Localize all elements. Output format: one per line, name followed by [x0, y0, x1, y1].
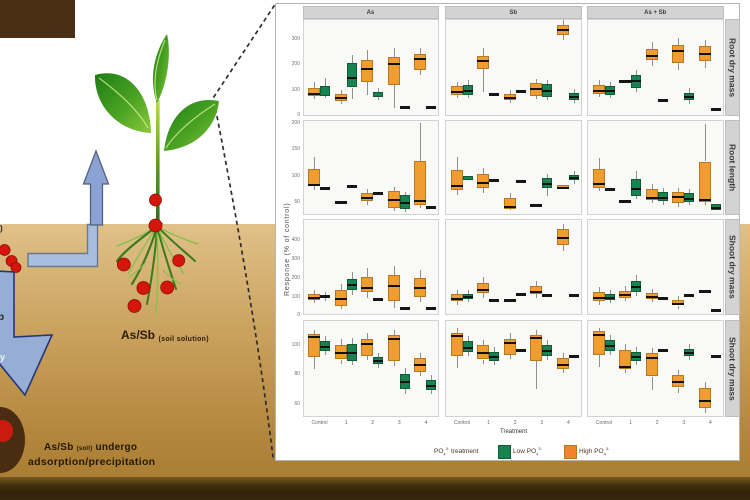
- svg-text:As/Sb (soil) undergo: As/Sb (soil) undergo: [44, 442, 137, 453]
- svg-text:adsorption/precipitation: adsorption/precipitation: [28, 456, 155, 468]
- svg-text:(aq): (aq): [0, 224, 3, 233]
- svg-text:ty: ty: [0, 352, 5, 362]
- svg-text:As/Sb: As/Sb: [121, 328, 155, 342]
- svg-text:(soil solution): (soil solution): [159, 336, 209, 343]
- svg-text:b: b: [0, 312, 4, 323]
